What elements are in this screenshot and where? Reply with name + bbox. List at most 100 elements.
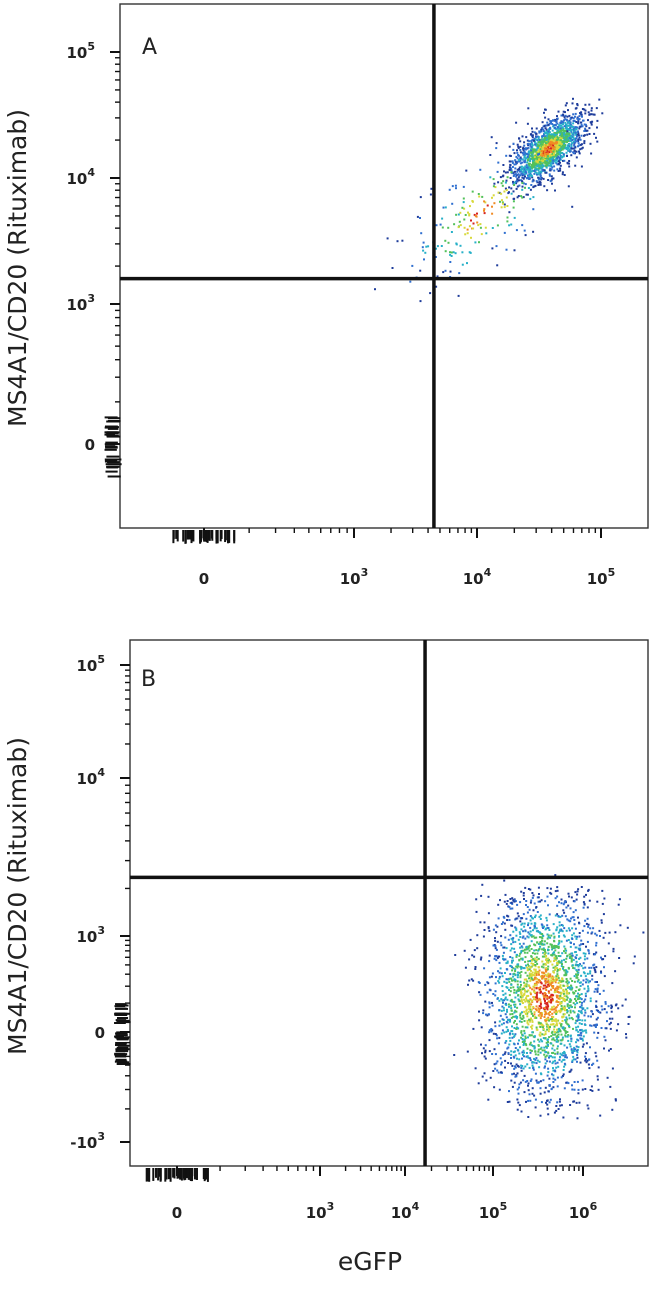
event-dot: [544, 162, 547, 165]
event-dot: [521, 173, 524, 176]
event-dot: [483, 1055, 486, 1058]
event-dot: [523, 1040, 526, 1043]
event-dot: [540, 1006, 543, 1009]
event-dot: [588, 127, 591, 130]
event-dot: [554, 965, 557, 968]
event-dot: [556, 1028, 558, 1031]
event-dot: [579, 997, 582, 1000]
event-dot: [594, 969, 597, 972]
event-dot: [585, 1042, 588, 1045]
event-dot: [574, 128, 577, 131]
event-dot: [551, 1018, 553, 1020]
event-dot: [569, 1011, 572, 1014]
event-dot: [478, 1010, 480, 1013]
event-dot: [575, 973, 577, 976]
event-dot: [491, 205, 493, 208]
event-dot: [563, 144, 566, 146]
event-dot: [571, 205, 574, 208]
event-dot: [549, 126, 552, 129]
event-dot: [577, 142, 580, 145]
event-dot: [568, 1007, 571, 1009]
event-dot: [556, 1076, 559, 1079]
event-dot: [577, 968, 580, 971]
event-dot: [575, 963, 578, 966]
event-dot: [541, 155, 544, 158]
event-dot: [540, 1013, 543, 1016]
event-dot: [553, 1019, 556, 1022]
event-dot: [579, 143, 582, 146]
event-dot: [572, 1100, 575, 1103]
event-dot: [547, 927, 550, 929]
event-dot: [558, 130, 561, 133]
event-dot: [461, 263, 464, 266]
event-dot: [525, 171, 528, 174]
event-dot: [591, 1089, 594, 1092]
event-dot: [463, 218, 466, 221]
event-dot: [512, 930, 515, 933]
event-dot: [576, 1049, 578, 1052]
event-dot: [507, 915, 510, 918]
event-dot: [515, 927, 518, 930]
event-dot: [539, 1022, 542, 1025]
event-dot: [494, 939, 497, 942]
event-dot: [566, 1010, 569, 1013]
event-dot: [603, 975, 606, 978]
event-dot: [514, 173, 517, 176]
event-dot: [512, 180, 514, 183]
event-dot: [514, 980, 517, 983]
event-dot: [588, 1067, 591, 1070]
event-dot: [549, 169, 552, 172]
event-dot: [534, 1058, 537, 1061]
event-dot: [422, 249, 425, 252]
event-dot: [571, 116, 573, 119]
event-dot: [558, 1029, 561, 1031]
event-dot: [561, 914, 564, 917]
event-dot: [556, 904, 559, 907]
event-dot: [523, 987, 526, 990]
event-dot: [539, 991, 542, 994]
event-dot: [424, 251, 427, 254]
event-dot: [535, 160, 538, 163]
event-dot: [513, 991, 516, 994]
event-dot: [526, 935, 529, 938]
event-dot: [558, 142, 561, 145]
event-dot: [509, 1004, 512, 1007]
event-dot: [551, 157, 554, 160]
event-dot: [520, 1036, 523, 1039]
event-dot: [519, 995, 522, 998]
event-dot: [533, 959, 536, 961]
event-dot: [538, 130, 541, 133]
event-dot: [566, 1009, 568, 1011]
event-dot: [521, 1002, 524, 1004]
event-dot: [597, 1009, 599, 1012]
event-dot: [529, 158, 532, 160]
event-dot: [570, 941, 572, 944]
event-dot: [526, 1026, 529, 1029]
event-dot: [484, 1000, 487, 1003]
event-dot: [560, 992, 563, 995]
event-dot: [560, 1076, 563, 1079]
event-dot: [579, 112, 582, 115]
event-dot: [494, 937, 496, 940]
event-dot: [492, 185, 495, 188]
event-dot: [596, 1075, 599, 1078]
event-dot: [610, 1004, 613, 1007]
event-dot: [565, 134, 567, 137]
event-dot: [565, 988, 568, 991]
event-dot: [522, 1014, 525, 1017]
event-dot: [498, 971, 501, 974]
event-dot: [577, 971, 580, 974]
event-dot: [527, 146, 530, 149]
event-dot: [530, 1034, 533, 1037]
event-dot: [587, 1063, 590, 1066]
event-dot: [554, 161, 557, 164]
event-dot: [529, 915, 532, 917]
event-dot: [484, 201, 487, 204]
event-dot: [548, 913, 551, 916]
event-dot: [543, 940, 546, 943]
x-axis-event: [183, 1168, 185, 1179]
event-dot: [544, 127, 547, 130]
event-dot: [537, 981, 540, 984]
event-dot: [511, 1013, 514, 1015]
event-dot: [592, 927, 595, 930]
